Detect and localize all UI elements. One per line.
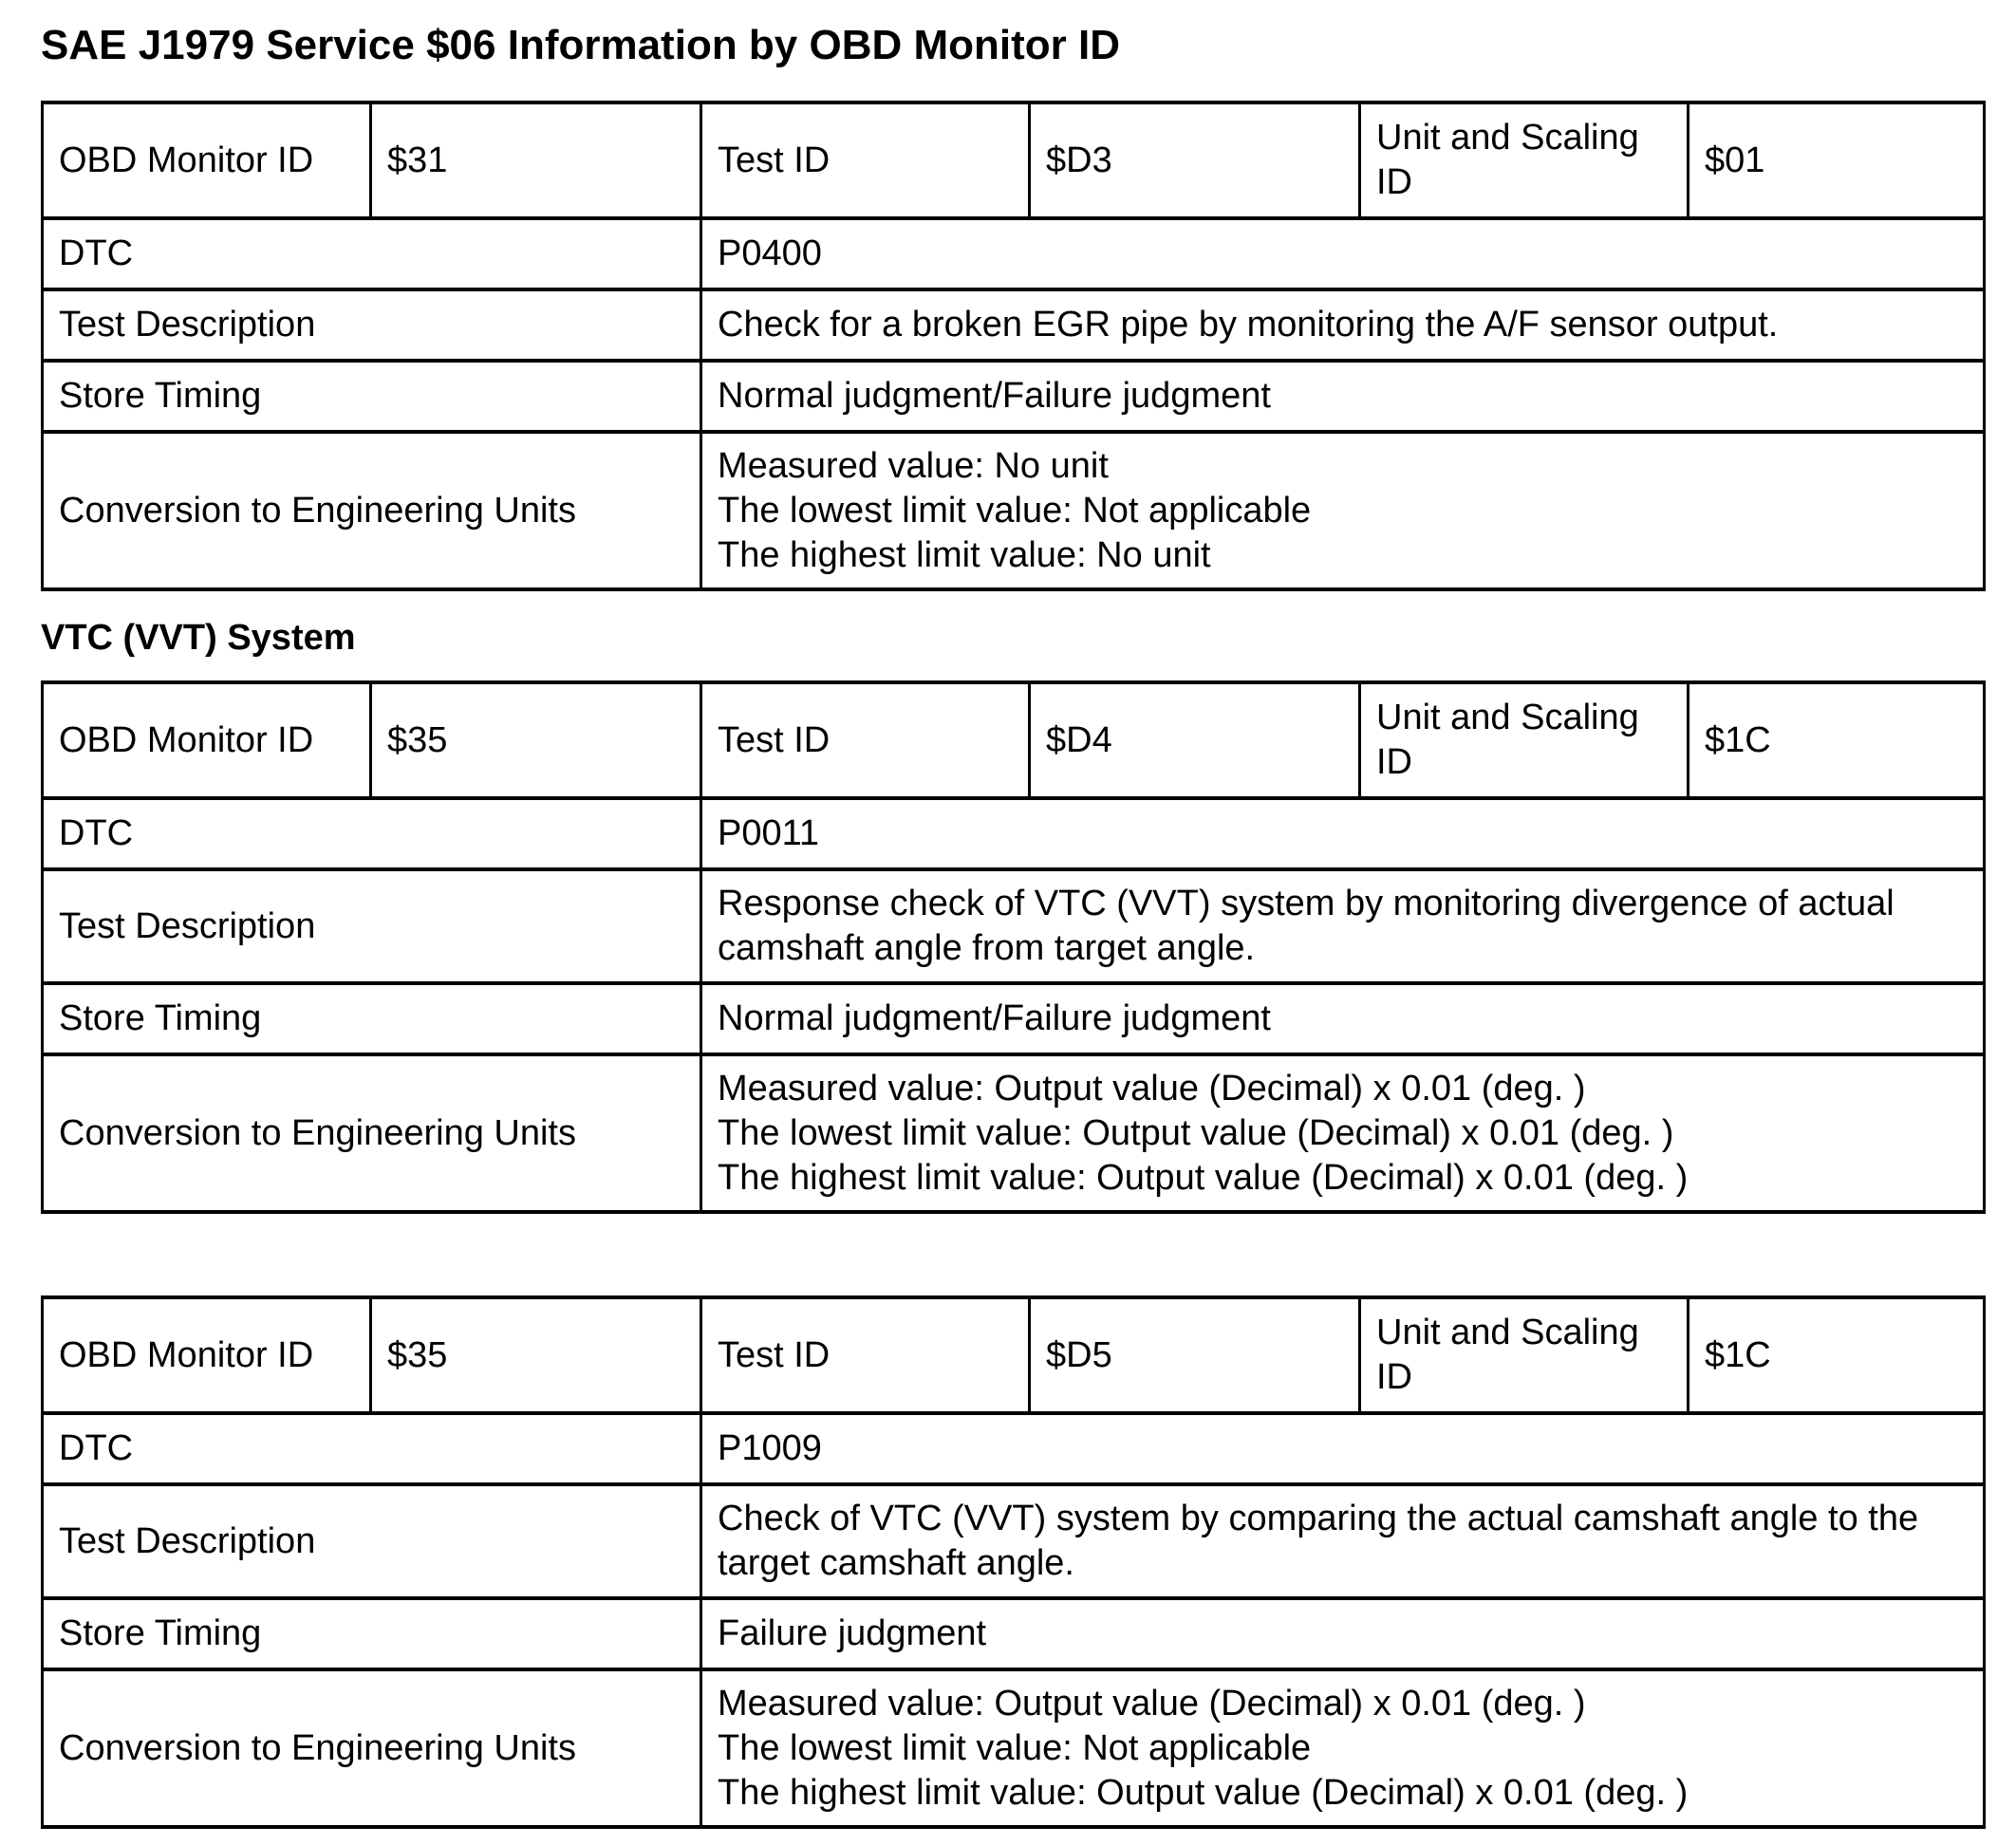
unit-scaling-id-value: $01 [1687,101,1986,220]
obd-monitor-id-label: OBD Monitor ID [41,101,372,220]
table-row: Test Description Check for a broken EGR … [41,288,1986,363]
test-id-value: $D3 [1028,101,1361,220]
test-description-label: Test Description [41,288,702,363]
table-row: Store Timing Normal judgment/Failure jud… [41,981,1986,1056]
conversion-value: Measured value: No unit The lowest limit… [700,430,1986,591]
table-row: Test Description Check of VTC (VVT) syst… [41,1482,1986,1600]
table-row: Store Timing Failure judgment [41,1596,1986,1671]
conversion-line: Measured value: Output value (Decimal) x… [718,1683,1586,1724]
unit-scaling-id-label: Unit and Scaling ID [1358,101,1689,220]
test-id-label: Test ID [700,1295,1031,1415]
table-row: Conversion to Engineering Units Measured… [41,1053,1986,1214]
store-timing-label: Store Timing [41,981,702,1056]
conversion-label: Conversion to Engineering Units [41,430,702,591]
test-id-label: Test ID [700,101,1031,220]
unit-scaling-id-label: Unit and Scaling ID [1358,680,1689,800]
conversion-label: Conversion to Engineering Units [41,1668,702,1829]
test-id-value: $D4 [1028,680,1361,800]
table-row: DTC P0400 [41,216,1986,291]
table-row: DTC P0011 [41,796,1986,871]
table-row: Conversion to Engineering Units Measured… [41,430,1986,591]
store-timing-value: Normal judgment/Failure judgment [700,981,1986,1056]
conversion-line: The highest limit value: No unit [718,534,1211,575]
conversion-line: The highest limit value: Output value (D… [718,1157,1689,1198]
store-timing-value: Normal judgment/Failure judgment [700,359,1986,434]
unit-scaling-id-value: $1C [1687,680,1986,800]
unit-scaling-id-value: $1C [1687,1295,1986,1415]
table-row: Test Description Response check of VTC (… [41,867,1986,985]
dtc-label: DTC [41,796,702,871]
obd-monitor-table-vtc-d5: OBD Monitor ID $35 Test ID $D5 Unit and … [41,1295,1986,1829]
dtc-label: DTC [41,216,702,291]
obd-monitor-id-label: OBD Monitor ID [41,680,372,800]
obd-monitor-table-vtc-d4: OBD Monitor ID $35 Test ID $D4 Unit and … [41,680,1986,1214]
conversion-line: The lowest limit value: Not applicable [718,1727,1312,1768]
test-description-label: Test Description [41,1482,702,1600]
test-id-value: $D5 [1028,1295,1361,1415]
test-description-value: Check for a broken EGR pipe by monitorin… [700,288,1986,363]
table-row: OBD Monitor ID $35 Test ID $D5 Unit and … [41,1295,1986,1415]
dtc-value: P0011 [700,796,1986,871]
conversion-value: Measured value: Output value (Decimal) x… [700,1668,1986,1829]
table-row: Store Timing Normal judgment/Failure jud… [41,359,1986,434]
table-row: OBD Monitor ID $35 Test ID $D4 Unit and … [41,680,1986,800]
section-heading: VTC (VVT) System [41,618,356,658]
conversion-line: The lowest limit value: Not applicable [718,490,1312,531]
store-timing-value: Failure judgment [700,1596,1986,1671]
conversion-line: The lowest limit value: Output value (De… [718,1112,1674,1153]
conversion-line: The highest limit value: Output value (D… [718,1772,1689,1813]
test-id-label: Test ID [700,680,1031,800]
table-row: DTC P1009 [41,1411,1986,1486]
dtc-value: P0400 [700,216,1986,291]
test-description-label: Test Description [41,867,702,985]
test-description-value: Check of VTC (VVT) system by comparing t… [700,1482,1986,1600]
obd-monitor-id-value: $35 [369,680,702,800]
conversion-line: Measured value: Output value (Decimal) x… [718,1068,1586,1109]
conversion-value: Measured value: Output value (Decimal) x… [700,1053,1986,1214]
unit-scaling-id-label: Unit and Scaling ID [1358,1295,1689,1415]
obd-monitor-table-egr: OBD Monitor ID $31 Test ID $D3 Unit and … [41,101,1986,591]
test-description-value: Response check of VTC (VVT) system by mo… [700,867,1986,985]
dtc-value: P1009 [700,1411,1986,1486]
conversion-label: Conversion to Engineering Units [41,1053,702,1214]
conversion-line: Measured value: No unit [718,445,1109,486]
table-row: Conversion to Engineering Units Measured… [41,1668,1986,1829]
store-timing-label: Store Timing [41,359,702,434]
table-row: OBD Monitor ID $31 Test ID $D3 Unit and … [41,101,1986,220]
obd-monitor-id-label: OBD Monitor ID [41,1295,372,1415]
store-timing-label: Store Timing [41,1596,702,1671]
obd-monitor-id-value: $35 [369,1295,702,1415]
obd-monitor-id-value: $31 [369,101,702,220]
page-title: SAE J1979 Service $06 Information by OBD… [41,22,1120,68]
dtc-label: DTC [41,1411,702,1486]
